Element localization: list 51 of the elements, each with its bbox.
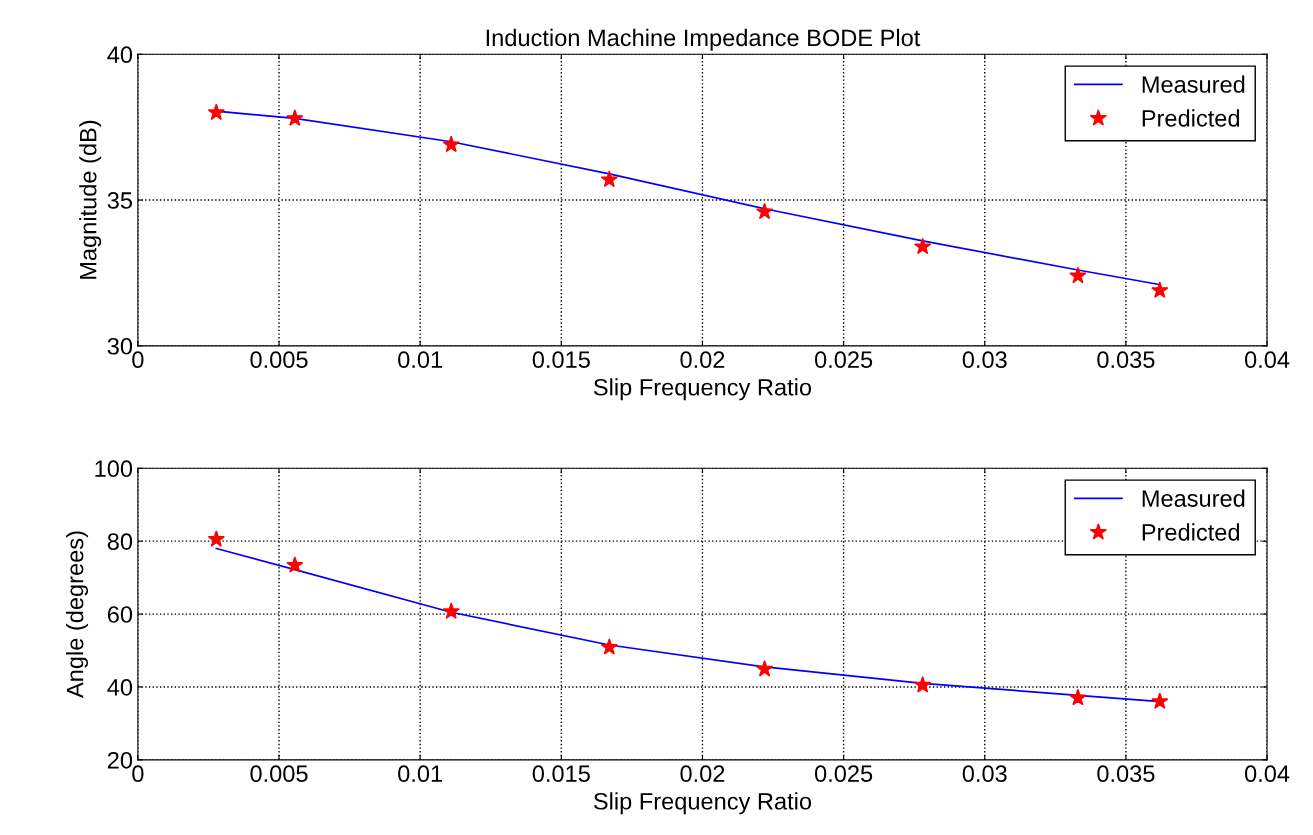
x-tick-label: 0.035 — [1097, 765, 1155, 783]
point — [600, 638, 618, 655]
legend-label: Measured — [1142, 75, 1245, 93]
point — [600, 170, 618, 188]
x-tick-label: 0.01 — [398, 765, 442, 783]
point — [286, 556, 304, 573]
x-axis-title: Slip Frequency Ratio — [593, 792, 812, 815]
x-tick-label: 0.025 — [814, 351, 873, 369]
x-tick-label: 0.035 — [1097, 351, 1155, 369]
point — [442, 135, 460, 153]
point — [207, 530, 225, 547]
point — [914, 237, 932, 255]
point — [1069, 266, 1087, 284]
x-tick-label: 0.04 — [1244, 351, 1290, 369]
point — [755, 202, 774, 220]
point — [1151, 692, 1169, 709]
y-tick-label: 60 — [107, 606, 133, 623]
y-tick-label: 40 — [107, 679, 133, 696]
x-tick-label: 0.015 — [532, 351, 590, 369]
point — [914, 676, 932, 693]
point — [207, 103, 225, 121]
x-tick-label: 0 — [132, 351, 144, 369]
chart-title: Induction Machine Impedance BODE Plot — [486, 28, 921, 51]
x-tick-label: 0.02 — [680, 351, 725, 369]
x-tick-label: 0.04 — [1244, 765, 1290, 783]
point — [286, 109, 304, 126]
x-tick-label: 0.01 — [398, 351, 442, 369]
x-tick-label: 0.03 — [962, 351, 1007, 369]
x-tick-label: 0.005 — [250, 351, 308, 369]
x-axis-title: Slip Frequency Ratio — [593, 378, 812, 401]
y-axis-title: Angle (degrees) — [66, 531, 89, 699]
x-tick-label: 0.015 — [532, 765, 590, 783]
point — [442, 602, 460, 619]
y-tick-label: 80 — [107, 533, 133, 550]
y-tick-label: 20 — [107, 751, 133, 769]
x-tick-label: 0 — [132, 765, 144, 783]
legend-label: Predicted — [1142, 109, 1240, 127]
x-tick-label: 0.02 — [680, 765, 725, 783]
x-tick-label: 0.03 — [962, 765, 1007, 783]
y-tick-label: 35 — [107, 192, 133, 209]
point — [1151, 281, 1169, 298]
y-axis-title: Magnitude (dB) — [79, 120, 102, 279]
x-tick-label: 0.025 — [814, 765, 873, 783]
point — [755, 660, 774, 677]
y-tick-label: 30 — [107, 337, 133, 355]
legend-label: Predicted — [1142, 523, 1240, 541]
x-tick-label: 0.005 — [250, 765, 308, 783]
point — [1069, 688, 1087, 706]
legend-label: Measured — [1142, 489, 1245, 507]
y-tick-label: 40 — [107, 46, 133, 64]
y-tick-label: 100 — [95, 460, 133, 478]
